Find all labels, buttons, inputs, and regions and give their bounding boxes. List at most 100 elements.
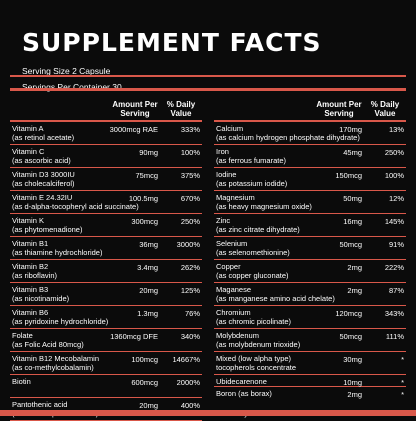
nutrient-name: Vitamin C — [12, 147, 44, 156]
nutrient-name: Folate — [12, 331, 33, 340]
nutrient-amount: 10mg — [343, 378, 362, 387]
nutrient-source: (as d-alpha-tocopheryl acid succinate) — [12, 203, 139, 212]
nutrient-amount: 120mcg — [335, 309, 362, 318]
nutrient-name: Vitamin A — [12, 124, 44, 133]
nutrient-name: Mixed (low alpha type) — [216, 354, 291, 363]
nutrient-daily-value: * — [401, 390, 404, 399]
nutrient-daily-value: 333% — [181, 125, 200, 134]
nutrient-source: (as co-methylcobalamin) — [12, 364, 99, 373]
nutrient-source: (as ascorbic acid) — [12, 157, 71, 166]
nutrient-name: Vitamin B12 Mecobalamin — [12, 354, 99, 363]
nutrient-amount: 2mg — [347, 263, 362, 272]
nutrient-name-block: Selenium(as selenomethionine) — [216, 240, 290, 257]
nutrient-name: Boron (as borax) — [216, 389, 272, 398]
nutrient-amount: 2mg — [347, 390, 362, 399]
nutrient-amount: 3.4mg — [137, 263, 158, 272]
nutrient-name: Iodine — [216, 170, 236, 179]
nutrient-amount: 90mg — [139, 148, 158, 157]
nutrient-name-block: Vitamin D3 3000IU(as cholecalciferol) — [12, 171, 75, 188]
nutrient-row: Vitamin B1(as thiamine hydrochloride)36m… — [10, 237, 202, 260]
nutrient-name: Biotin — [12, 377, 31, 386]
column-header: Amount Per Serving % Daily Value — [214, 98, 406, 120]
amount-header: Amount Per Serving — [314, 101, 364, 118]
nutrient-name-block: Boron (as borax) — [216, 390, 272, 399]
nutrient-source: (as nicotinamide) — [12, 295, 69, 304]
nutrient-amount: 50mcg — [339, 332, 362, 341]
daily-value-header: % Daily Value — [160, 101, 202, 118]
nutrient-name-block: Chromium(as chromic picolinate) — [216, 309, 291, 326]
nutrient-name-block: Vitamin A(as retinol acetate) — [12, 125, 74, 142]
nutrient-source: (as cholecalciferol) — [12, 180, 75, 189]
nutrient-name-block: Maganese(as manganese amino acid chelate… — [216, 286, 335, 303]
nutrient-name-block: Vitamin B1(as thiamine hydrochloride) — [12, 240, 102, 257]
panel-title: SUPPLEMENT FACTS — [10, 0, 406, 58]
nutrient-name-block: Vitamin B2(as riboflavin) — [12, 263, 57, 280]
nutrient-row: Vitamin D3 3000IU(as cholecalciferol)75m… — [10, 168, 202, 191]
nutrient-name: Pantothenic acid — [12, 400, 67, 409]
nutrient-name: Vitamin B1 — [12, 239, 48, 248]
nutrient-daily-value: 3000% — [177, 240, 200, 249]
nutrient-name: Vitamin B2 — [12, 262, 48, 271]
nutrient-daily-value: 670% — [181, 194, 200, 203]
nutrient-daily-value: * — [401, 355, 404, 364]
left-rows: Vitamin A(as retinol acetate) 3000mcg RAE… — [10, 122, 202, 421]
nutrient-source: tocopherols concentrate — [216, 364, 296, 373]
nutrient-daily-value: 14667% — [172, 355, 200, 364]
nutrient-name-block: Vitamin E 24.32IU(as d-alpha-tocopheryl … — [12, 194, 139, 211]
nutrient-source: (as thiamine hydrochloride) — [12, 249, 102, 258]
nutrient-daily-value: 375% — [181, 171, 200, 180]
nutrient-name-block: Molybdenum(as molybdenum trioxide) — [216, 332, 300, 349]
nutrient-name: Vitamin K — [12, 216, 44, 225]
nutrient-amount: 50mg — [343, 194, 362, 203]
nutrient-amount: 1.3mg — [137, 309, 158, 318]
nutrient-daily-value: 145% — [385, 217, 404, 226]
nutrient-source: (as ferrous fumarate) — [216, 157, 286, 166]
nutrient-daily-value: 125% — [181, 286, 200, 295]
nutrient-amount: 16mg — [343, 217, 362, 226]
nutrient-row: Vitamin B12 Mecobalamin(as co-methylcoba… — [10, 352, 202, 375]
nutrient-name: Molybdenum — [216, 331, 259, 340]
nutrient-amount: 100mcg — [131, 355, 158, 364]
nutrient-amount: 170mg — [339, 125, 362, 134]
nutrient-name-block: Vitamin B3(as nicotinamide) — [12, 286, 69, 303]
nutrient-name: Maganese — [216, 285, 251, 294]
nutrient-name: Chromium — [216, 308, 251, 317]
nutrient-row: Calcium(as calcium hydrogen phosphate di… — [214, 122, 406, 145]
nutrient-name: Magnesium — [216, 193, 255, 202]
right-column: Amount Per Serving % Daily Value Calcium… — [214, 98, 406, 418]
nutrient-name-block: Vitamin B6(as pyridoxine hydrochloride) — [12, 309, 108, 326]
nutrient-amount: 100.5mg — [129, 194, 158, 203]
nutrient-row: Vitamin E 24.32IU(as d-alpha-tocopheryl … — [10, 191, 202, 214]
nutrient-source: (as Folic Acid 80mcg) — [12, 341, 84, 350]
nutrient-amount: 3000mcg RAE — [110, 125, 158, 134]
nutrient-name: Vitamin B3 — [12, 285, 48, 294]
nutrient-name-block: Magnesium(as heavy magnesium oxide) — [216, 194, 312, 211]
amount-header: Amount Per Serving — [110, 101, 160, 118]
nutrient-daily-value: 87% — [389, 286, 404, 295]
nutrient-daily-value: 343% — [385, 309, 404, 318]
nutrient-name-block: Vitamin K(as phytomenadione) — [12, 217, 82, 234]
nutrient-name: Calcium — [216, 124, 243, 133]
nutrient-source: (as retinol acetate) — [12, 134, 74, 143]
nutrient-name-block: Mixed (low alpha type)tocopherols concen… — [216, 355, 296, 372]
nutrient-amount: 300mcg — [131, 217, 158, 226]
nutrient-row: Biotin 600mcg 2000% — [10, 375, 202, 398]
nutrient-name: Selenium — [216, 239, 247, 248]
nutrient-daily-value: 91% — [389, 240, 404, 249]
nutrient-amount: 600mcg — [131, 378, 158, 387]
nutrient-amount: 20mg — [139, 401, 158, 410]
nutrient-daily-value: 2000% — [177, 378, 200, 387]
nutrient-daily-value: 13% — [389, 125, 404, 134]
nutrient-source: (as calcium hydrogen phosphate dihydrate… — [216, 134, 360, 143]
